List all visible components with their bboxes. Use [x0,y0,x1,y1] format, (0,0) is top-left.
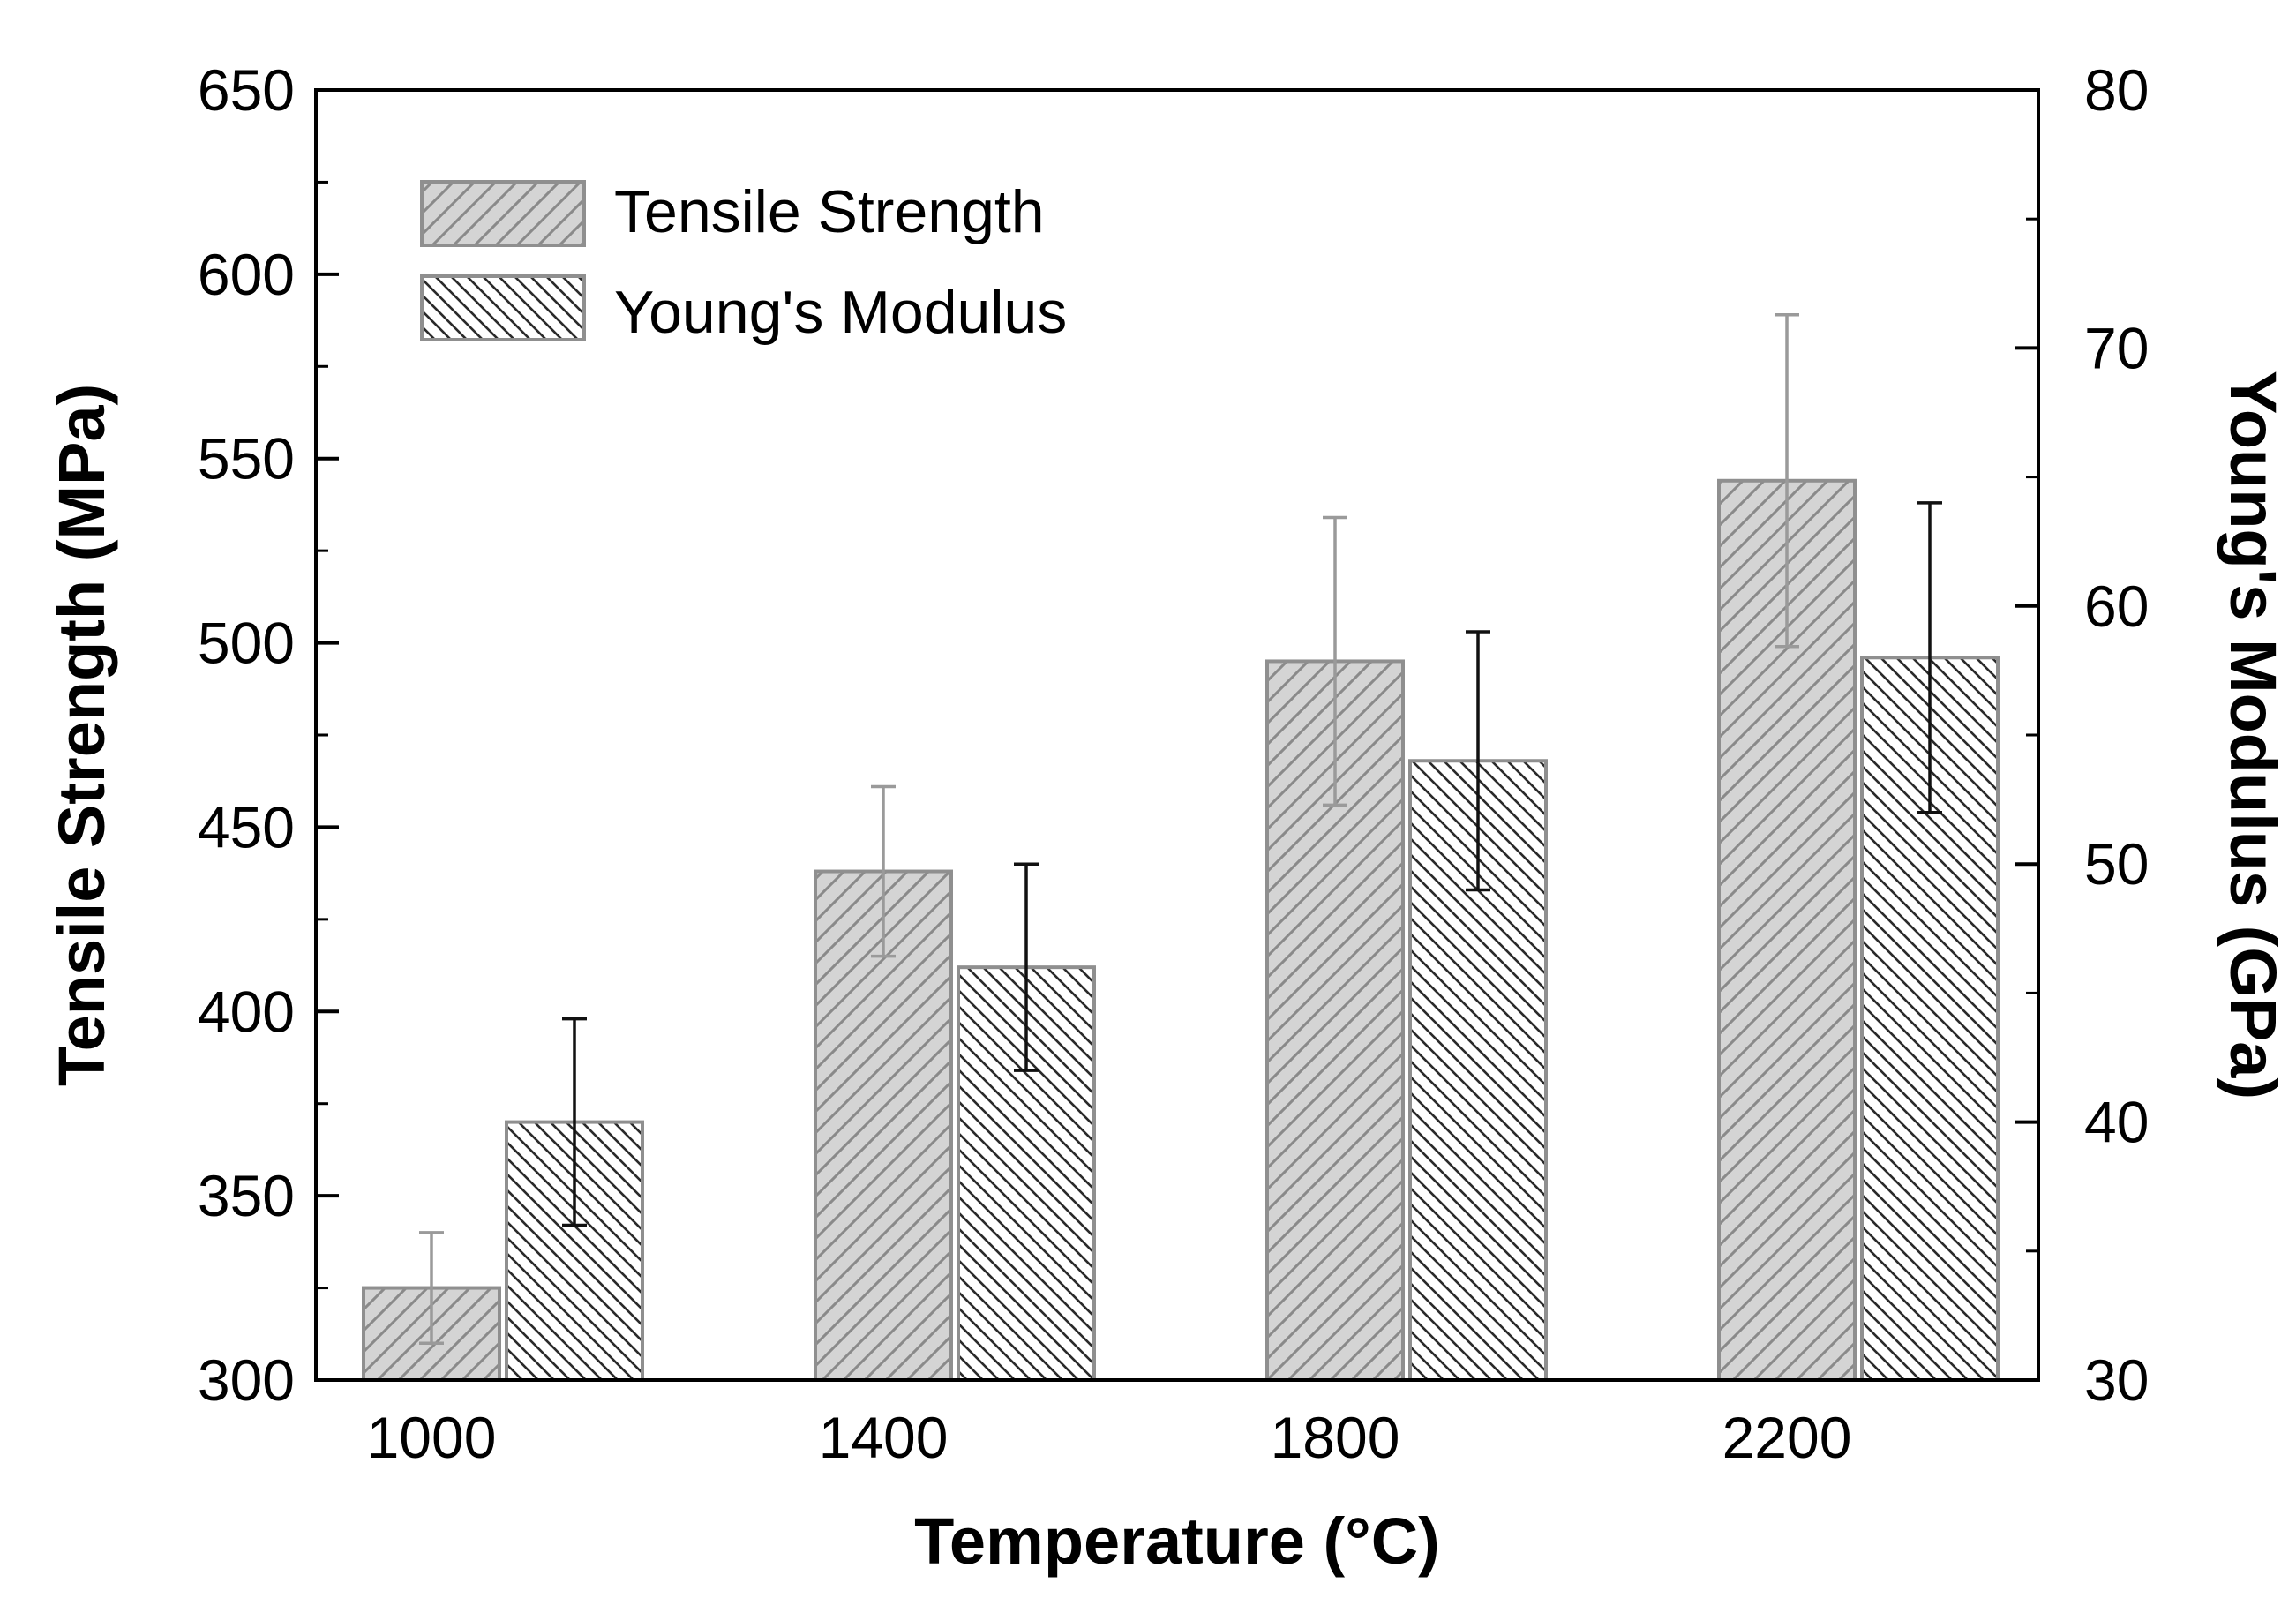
right-axis-title: Young's Modulus (GPa) [2217,371,2290,1099]
left-tick-label: 400 [198,979,295,1044]
right-tick-label: 50 [2084,831,2149,897]
left-tick-label: 300 [198,1347,295,1413]
legend-swatch-youngs-modulus [420,274,586,341]
bars-layer [362,478,2000,1383]
legend-label-youngs-modulus: Young's Modulus [614,279,1067,346]
left-axis-title: Tensile Strength (MPa) [45,384,118,1086]
left-axis: 300 350 400 450 500 550 600 650 [198,57,339,1413]
error-bar-tensile-strength [419,1231,444,1345]
right-tick-label: 70 [2084,315,2149,380]
error-bar-youngs-modulus [1014,862,1039,1072]
x-axis: 1000 1400 1800 2200 [367,1405,1852,1470]
legend-swatch-tensile-strength [420,180,586,247]
error-bar-youngs-modulus [562,1017,587,1227]
left-tick-label: 600 [198,242,295,307]
legend: Tensile Strength Young's Modulus [420,178,1067,346]
error-bar-tensile-strength [871,784,896,958]
right-axis: 30 40 50 60 70 80 [2015,57,2149,1413]
left-tick-label: 450 [198,794,295,859]
x-tick-label: 1000 [367,1405,497,1470]
left-tick-label: 350 [198,1163,295,1228]
right-tick-label: 40 [2084,1090,2149,1155]
error-bars-layer [419,313,1942,1345]
right-tick-label: 30 [2084,1347,2149,1413]
legend-label-tensile-strength: Tensile Strength [614,178,1045,245]
left-tick-label: 650 [198,57,295,123]
left-tick-label: 550 [198,426,295,491]
bar-youngs-modulus [957,965,1096,1383]
error-bar-tensile-strength [1323,515,1347,807]
error-bar-youngs-modulus [1917,501,1942,814]
right-tick-label: 60 [2084,574,2149,639]
x-tick-label: 1800 [1271,1405,1400,1470]
x-axis-title: Temperature (°C) [914,1504,1440,1578]
error-bar-youngs-modulus [1466,630,1490,892]
x-tick-label: 2200 [1722,1405,1852,1470]
x-tick-label: 1400 [819,1405,949,1470]
left-tick-label: 500 [198,611,295,676]
error-bar-tensile-strength [1775,313,1799,649]
right-tick-label: 80 [2084,57,2149,123]
